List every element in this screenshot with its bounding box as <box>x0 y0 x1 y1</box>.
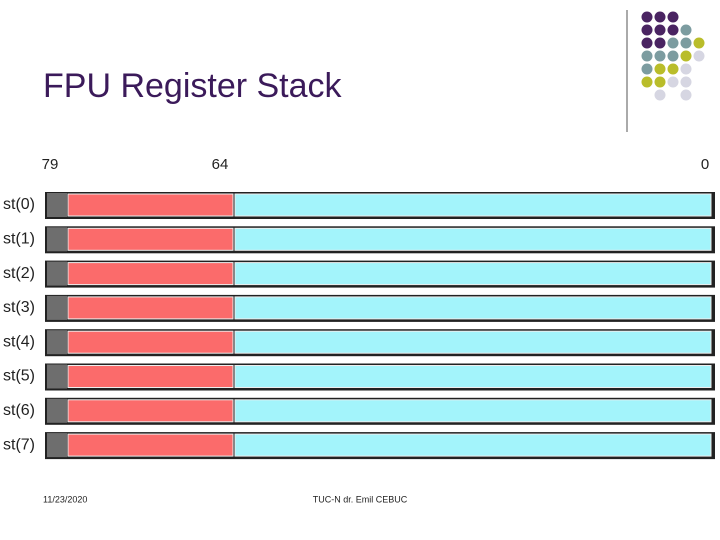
mantissa-field <box>234 262 712 286</box>
dot <box>641 24 653 36</box>
dot <box>693 37 705 49</box>
dot <box>667 76 679 88</box>
dot <box>680 37 692 49</box>
bit-label: 0 <box>701 156 709 173</box>
bit-label: 64 <box>212 156 229 173</box>
mantissa-field <box>234 330 712 354</box>
dot <box>654 11 666 23</box>
exponent-sign <box>47 295 67 320</box>
register-label: st(3) <box>3 299 35 316</box>
exponent-sign <box>47 261 67 286</box>
exponent-field <box>67 433 234 457</box>
dot <box>641 63 653 75</box>
exponent-sign <box>47 227 67 252</box>
dot <box>693 50 705 62</box>
exponent-sign <box>47 398 67 423</box>
register-label: st(2) <box>3 265 35 282</box>
exponent-field <box>67 227 234 251</box>
register-label: st(0) <box>3 196 35 213</box>
register-rows: st(0) st(1) st(2) st(3) st(4) st(5) st(6) st(7) <box>3 192 715 460</box>
dot <box>641 11 653 23</box>
bit-label: 79 <box>42 156 59 173</box>
dot <box>667 37 679 49</box>
mantissa-field <box>234 433 712 457</box>
exponent-field <box>67 296 234 320</box>
mantissa-field <box>234 399 712 423</box>
exponent-sign <box>47 364 67 389</box>
footer-date: 11/23/2020 <box>43 494 87 504</box>
mantissa-field <box>234 193 712 217</box>
dot <box>680 76 692 88</box>
dot <box>667 11 679 23</box>
footer-author: TUC-N dr. Emil CEBUC <box>313 494 408 504</box>
dot <box>654 89 666 101</box>
dot <box>667 50 679 62</box>
register-label: st(4) <box>3 333 35 350</box>
dot <box>667 24 679 36</box>
exponent-field <box>67 193 234 217</box>
dot <box>654 76 666 88</box>
decorative-dots <box>641 11 705 101</box>
exponent-field <box>67 365 234 388</box>
exponent-field <box>67 262 234 286</box>
dot <box>680 89 692 101</box>
exponent-field <box>67 399 234 423</box>
dot <box>654 63 666 75</box>
dot <box>641 37 653 49</box>
register-label: st(7) <box>3 436 35 453</box>
register-label: st(5) <box>3 368 35 385</box>
dot <box>654 24 666 36</box>
dot <box>641 50 653 62</box>
dot <box>680 63 692 75</box>
register-label: st(1) <box>3 231 35 248</box>
register-label: st(6) <box>3 402 35 419</box>
dot <box>680 24 692 36</box>
mantissa-field <box>234 365 712 388</box>
exponent-field <box>67 330 234 354</box>
exponent-sign <box>47 433 67 458</box>
dot <box>654 37 666 49</box>
dot <box>654 50 666 62</box>
dot <box>641 76 653 88</box>
exponent-sign <box>47 330 67 355</box>
exponent-sign <box>47 193 67 217</box>
mantissa-field <box>234 296 712 320</box>
slide-title: FPU Register Stack <box>43 67 343 105</box>
mantissa-field <box>234 227 712 251</box>
dot <box>667 63 679 75</box>
dot <box>680 50 692 62</box>
